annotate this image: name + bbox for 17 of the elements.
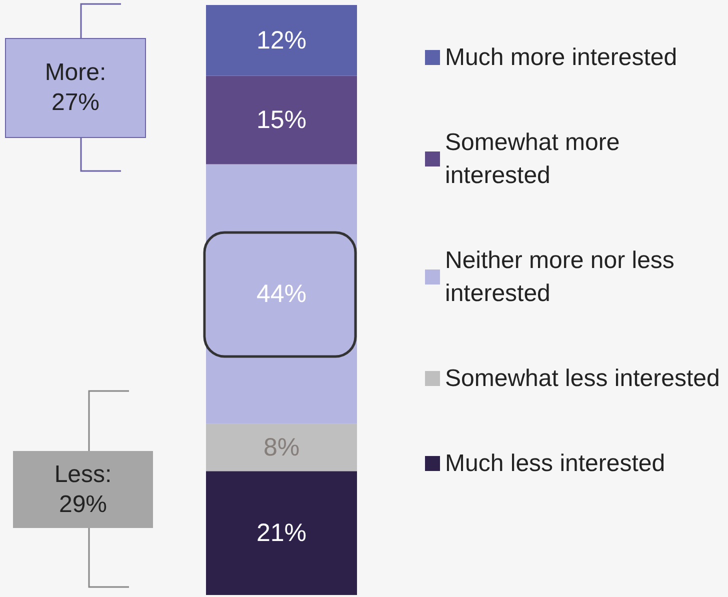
bar: [206, 471, 357, 595]
legend-label: Neither more nor less interested: [445, 247, 682, 307]
bar: [206, 76, 357, 164]
bar: [206, 424, 357, 472]
legend-label: Much less interested: [445, 450, 666, 477]
data-label: 8%: [263, 434, 300, 462]
data-label: 44%: [256, 280, 307, 308]
text: More: 27%: [5, 38, 146, 138]
data-label: 21%: [256, 519, 307, 548]
bar: [206, 5, 357, 76]
data-label: 12%: [256, 26, 307, 54]
data-label: 15%: [256, 106, 307, 134]
bar: [206, 164, 357, 424]
legend-label: Somewhat more interested: [445, 129, 626, 189]
legend-label: Somewhat less interested: [445, 365, 720, 392]
text: Less: 29%: [13, 451, 153, 528]
legend-label: Much more interested: [445, 44, 678, 71]
